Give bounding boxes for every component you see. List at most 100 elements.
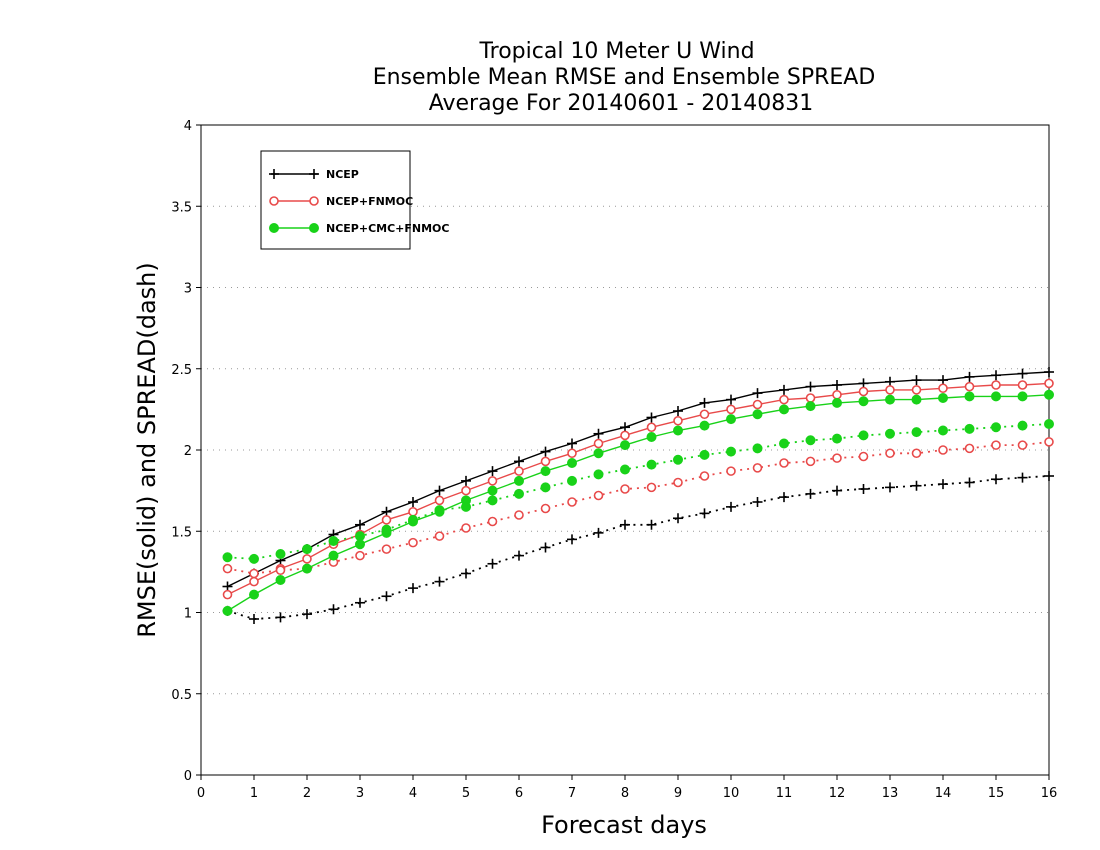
series-2-rmse-point [726, 414, 736, 425]
series-0-spread-point [302, 609, 312, 620]
series-1-rmse-point [593, 438, 604, 449]
series-2-spread-point [222, 552, 233, 563]
series-1-spread-point [1044, 437, 1054, 447]
series-0-spread-point [938, 479, 948, 490]
series-1-spread-point [779, 458, 789, 468]
series-1-spread-point [805, 456, 816, 467]
series-1-rmse-point [752, 399, 763, 410]
series-2-rmse-point [964, 391, 975, 402]
series-1-spread-point [222, 563, 233, 574]
series-1-spread-point [646, 482, 657, 493]
series-1-rmse-point [487, 476, 498, 486]
series-1-rmse-point [938, 383, 948, 394]
series-0-spread-point [381, 591, 392, 602]
series-1-rmse-point [302, 554, 312, 564]
series-1-spread-point [487, 516, 498, 527]
y-tick-label: 1 [184, 607, 192, 622]
series-1-spread-point [964, 443, 975, 454]
series-2-rmse-point [328, 550, 339, 561]
series-1-spread-line [227, 441, 1050, 575]
series-0-spread-point [991, 474, 1001, 485]
series-0-spread-point [646, 519, 657, 530]
series-2-rmse-line [227, 394, 1050, 612]
series-1-spread-point [885, 448, 895, 459]
series-1-spread-point [567, 497, 577, 507]
series-2-rmse-point [858, 396, 869, 407]
series-0-rmse-point [1017, 368, 1028, 379]
series-1-spread-point [832, 453, 842, 463]
series-2-rmse-point [1044, 389, 1054, 400]
series-0-spread-point [328, 604, 339, 615]
series-layer [222, 367, 1054, 624]
series-2-rmse-point [938, 393, 948, 403]
x-tick-label: 13 [882, 786, 899, 801]
series-1-rmse-point [673, 415, 683, 426]
x-tick-label: 7 [568, 786, 576, 801]
series-2-rmse-point [752, 409, 763, 420]
series-1-spread-point [673, 477, 683, 488]
x-tick-label: 9 [674, 786, 682, 801]
series-2-spread-point [434, 505, 445, 516]
series-1-spread-point [620, 484, 630, 494]
series-1-rmse-point [991, 380, 1001, 390]
series-1-rmse-point [620, 430, 630, 441]
series-2-rmse-point [991, 391, 1001, 402]
series-0-spread-point [805, 488, 816, 499]
x-tick-label: 2 [303, 786, 311, 801]
series-0-rmse-point [434, 485, 445, 496]
x-tick-label: 16 [1041, 786, 1058, 801]
series-2-rmse-point [487, 485, 498, 496]
series-0-spread-point [1044, 471, 1054, 481]
legend-label: NCEP [326, 168, 359, 181]
series-2-spread-point [832, 433, 842, 444]
series-2-rmse-point [249, 589, 259, 600]
x-axis-label: Forecast days [541, 811, 707, 839]
series-2-spread-point [805, 435, 816, 446]
y-axis-ticks: 0 0.5 1 1.5 2 2.5 3 3.5 4 [171, 119, 201, 784]
series-0-rmse-point [752, 388, 763, 399]
series-1-spread-point [434, 531, 445, 541]
legend-label: NCEP+FNMOC [326, 195, 413, 208]
series-0-rmse-point [805, 381, 816, 392]
x-tick-label: 10 [723, 786, 740, 801]
series-0-spread-point [514, 550, 524, 561]
x-tick-label: 11 [776, 786, 793, 801]
series-2-spread-point [673, 454, 683, 465]
series-1-spread-point [593, 490, 604, 501]
x-tick-label: 14 [935, 786, 952, 801]
legend-label: NCEP+CMC+FNMOC [326, 222, 449, 235]
series-1-spread-point [381, 544, 392, 554]
series-2-spread-point [567, 475, 577, 486]
series-1-rmse-point [540, 456, 551, 467]
legend-marker [309, 196, 319, 206]
series-2-rmse-point [593, 448, 604, 459]
series-0-spread-point [408, 583, 418, 594]
series-2-rmse-point [540, 466, 551, 477]
y-tick-label: 3.5 [171, 200, 192, 215]
series-1-rmse-point [1017, 380, 1028, 390]
series-0-rmse-point [646, 412, 657, 423]
series-2-spread-point [779, 438, 789, 449]
series-1-spread-point [514, 510, 524, 520]
series-1-spread-point [726, 466, 736, 476]
series-2-rmse-point [620, 440, 630, 451]
series-1-rmse-point [1044, 378, 1054, 389]
series-2-spread-point [726, 446, 736, 457]
x-tick-label: 15 [988, 786, 1005, 801]
series-0-rmse-point [726, 394, 736, 405]
series-2-rmse-point [673, 425, 683, 436]
series-0-rmse-point [991, 370, 1001, 381]
y-tick-label: 1.5 [171, 525, 192, 540]
x-axis-ticks: 0 1 2 3 4 5 6 7 8 9 10 11 12 13 14 15 16 [197, 775, 1057, 801]
series-2-rmse-point [805, 401, 816, 412]
series-1-rmse-point [249, 576, 259, 587]
series-0-rmse-point [514, 456, 524, 467]
x-tick-label: 6 [515, 786, 523, 801]
series-1-rmse-point [805, 393, 816, 403]
series-1-rmse-point [858, 386, 869, 397]
x-tick-label: 1 [250, 786, 258, 801]
series-1-rmse-point [699, 409, 710, 420]
series-0-spread-point [699, 508, 710, 519]
series-2-rmse-point [302, 563, 312, 574]
